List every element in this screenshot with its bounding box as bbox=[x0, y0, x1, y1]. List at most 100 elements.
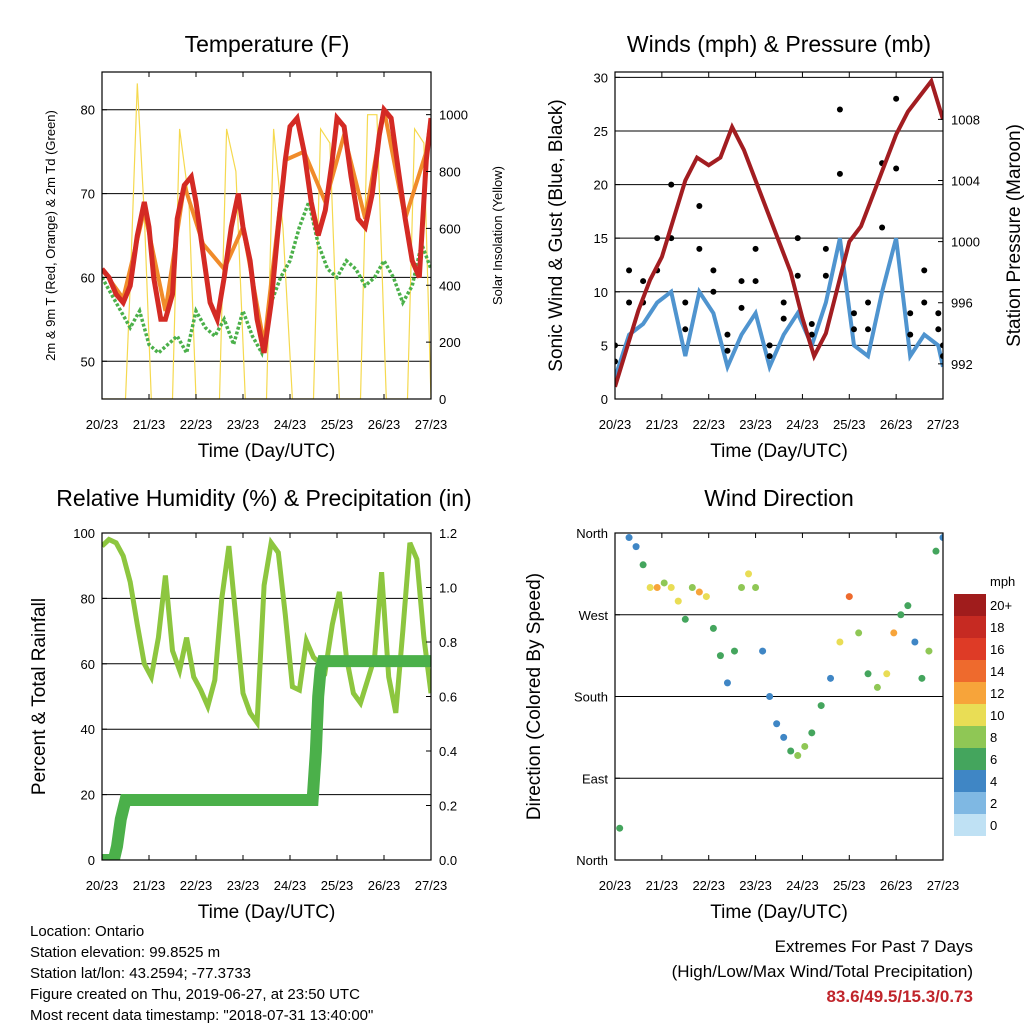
gust-point bbox=[766, 342, 773, 349]
gust-point bbox=[668, 181, 675, 188]
colorbar-swatch bbox=[954, 660, 986, 682]
direction-point bbox=[939, 534, 943, 542]
direction-point bbox=[766, 693, 774, 700]
y-right-tick-label: 1.2 bbox=[439, 526, 457, 541]
colorbar-swatch bbox=[954, 770, 986, 792]
station-info: Location: Ontario Station elevation: 99.… bbox=[30, 921, 373, 1026]
direction-point bbox=[904, 602, 912, 610]
x-axis-title: Time (Day/UTC) bbox=[198, 441, 336, 462]
direction-point bbox=[836, 638, 844, 646]
direction-point bbox=[794, 752, 802, 760]
direction-point bbox=[925, 647, 933, 655]
y-right-tick-label: 1.0 bbox=[439, 581, 457, 596]
gust-point bbox=[850, 326, 857, 333]
gust-point bbox=[682, 326, 689, 333]
gust-point bbox=[836, 106, 843, 113]
x-tick-label: 22/23 bbox=[692, 417, 725, 432]
direction-point bbox=[759, 647, 767, 655]
y-right-tick-label: 992 bbox=[951, 357, 973, 372]
y-tick-label: 60 bbox=[81, 657, 95, 672]
y-tick-label: 20 bbox=[81, 788, 95, 803]
y-tick-label: 80 bbox=[81, 103, 95, 118]
gust-point bbox=[696, 203, 703, 210]
gust-point bbox=[710, 267, 717, 274]
colorbar-label: 20+ bbox=[990, 598, 1012, 613]
plot-area bbox=[615, 76, 943, 388]
y-right-tick-label: 0.8 bbox=[439, 635, 457, 650]
direction-point bbox=[688, 584, 696, 591]
colorbar-swatch bbox=[954, 726, 986, 748]
gust-point bbox=[808, 331, 815, 338]
gust-point bbox=[752, 245, 759, 252]
direction-point bbox=[695, 588, 703, 596]
direction-point bbox=[808, 729, 816, 737]
y-tick-label: North bbox=[576, 853, 608, 868]
direction-point bbox=[897, 611, 905, 619]
plot-frame bbox=[101, 71, 432, 400]
x-tick-label: 22/23 bbox=[180, 417, 213, 432]
extremes-values: 83.6/49.5/15.3/0.73 bbox=[826, 987, 973, 1006]
direction-point bbox=[864, 670, 872, 678]
colorbar-label: 12 bbox=[990, 686, 1004, 701]
gust-point bbox=[907, 310, 914, 317]
y-right-tick-label: 0.2 bbox=[439, 799, 457, 814]
x-tick-label: 25/23 bbox=[833, 878, 866, 893]
y-tick-label: West bbox=[579, 608, 609, 623]
extremes-subtitle: (High/Low/Max Wind/Total Precipitation) bbox=[671, 962, 973, 981]
x-tick-label: 25/23 bbox=[321, 417, 354, 432]
y-tick-label: 40 bbox=[81, 722, 95, 737]
x-tick-label: 26/23 bbox=[368, 417, 401, 432]
colorbar-swatch bbox=[954, 704, 986, 726]
gust-point bbox=[696, 245, 703, 252]
direction-point bbox=[752, 584, 760, 591]
direction-point bbox=[667, 584, 675, 591]
chart-title: Wind Direction bbox=[704, 485, 854, 511]
elevation-text: Station elevation: 99.8525 m bbox=[30, 944, 221, 961]
chart-panel-4: Wind Direction 20/23 21/23 22/23 23/23 24/23 2… bbox=[524, 485, 1015, 923]
y-right-tick-label: 400 bbox=[439, 278, 461, 293]
extremes-title: Extremes For Past 7 Days bbox=[774, 937, 973, 956]
y-tick-label: 10 bbox=[594, 285, 608, 300]
direction-point bbox=[845, 593, 853, 601]
x-axis-title: Time (Day/UTC) bbox=[198, 902, 336, 923]
colorbar-swatch bbox=[954, 682, 986, 704]
y-tick-label: 20 bbox=[594, 178, 608, 193]
gust-point bbox=[907, 331, 914, 338]
colorbar-swatch bbox=[954, 748, 986, 770]
x-tick-label: 20/23 bbox=[86, 878, 119, 893]
y-tick-label: 80 bbox=[81, 591, 95, 606]
x-tick-label: 20/23 bbox=[599, 878, 632, 893]
direction-point bbox=[855, 629, 863, 637]
colorbar-swatch bbox=[954, 638, 986, 660]
gust-point bbox=[836, 170, 843, 177]
x-tick-label: 26/23 bbox=[880, 878, 913, 893]
gust-point bbox=[935, 326, 942, 333]
x-tick-label: 27/23 bbox=[927, 878, 960, 893]
gust-point bbox=[752, 278, 759, 285]
gust-point bbox=[626, 267, 633, 274]
pressure-line bbox=[615, 76, 943, 388]
direction-point bbox=[716, 652, 724, 660]
y-right-tick-label: 0.0 bbox=[439, 853, 457, 868]
x-tick-label: 25/23 bbox=[833, 417, 866, 432]
x-tick-label: 26/23 bbox=[880, 417, 913, 432]
gust-point bbox=[794, 272, 801, 279]
direction-point bbox=[883, 670, 891, 678]
colorbar-label: 14 bbox=[990, 664, 1004, 679]
y-right-tick-label: 800 bbox=[439, 165, 461, 180]
y-axis-title: Sonic Wind & Gust (Blue, Black) bbox=[546, 99, 567, 371]
direction-point bbox=[911, 638, 919, 646]
x-tick-label: 23/23 bbox=[227, 417, 260, 432]
gust-point bbox=[682, 299, 689, 306]
chart-panel-1: Temperature (F) 20/23 21/23 22/23 23/23 24/23… bbox=[43, 31, 505, 462]
gust-point bbox=[640, 278, 647, 285]
chart-title: Relative Humidity (%) & Precipitation (i… bbox=[56, 485, 471, 511]
extremes-box: Extremes For Past 7 Days (High/Low/Max W… bbox=[672, 934, 973, 1009]
x-tick-label: 22/23 bbox=[692, 878, 725, 893]
colorbar-swatch bbox=[954, 792, 986, 814]
x-tick-label: 22/23 bbox=[180, 878, 213, 893]
x-tick-label: 21/23 bbox=[133, 417, 166, 432]
plot-area bbox=[616, 534, 943, 832]
gust-point bbox=[710, 288, 717, 295]
